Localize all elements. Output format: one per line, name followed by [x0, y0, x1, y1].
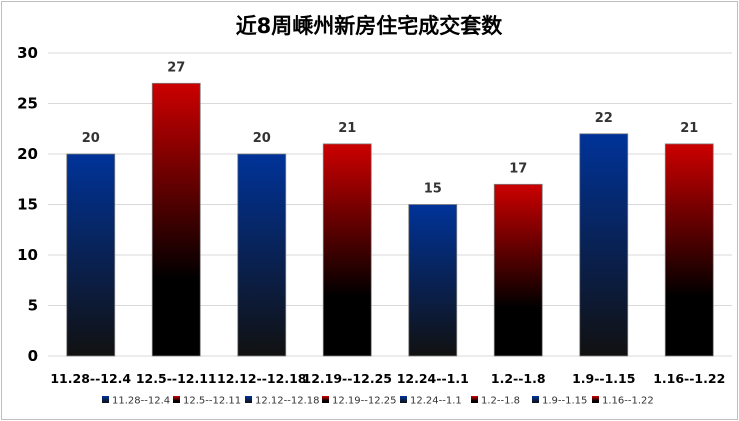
legend-swatch [471, 396, 478, 403]
value-label: 15 [424, 182, 442, 197]
legend-label: 12.12--12.18 [255, 396, 319, 407]
legend-swatch [173, 396, 180, 403]
y-tick-label: 30 [17, 44, 38, 62]
y-tick-label: 25 [17, 95, 38, 113]
x-category-label: 12.12--12.18 [217, 371, 306, 386]
bar [237, 153, 287, 357]
value-label: 22 [595, 111, 613, 126]
x-category-label: 12.24--1.1 [397, 371, 469, 386]
legend-label: 12.24--1.1 [410, 396, 462, 407]
bar [322, 143, 372, 357]
bar [408, 204, 458, 357]
bar [66, 153, 116, 357]
x-category-label: 1.9--1.15 [572, 371, 635, 386]
bar [493, 183, 543, 357]
legend-label: 11.28--12.4 [112, 396, 170, 407]
value-labels: 20 27 20 21 15 17 22 21 [82, 60, 699, 196]
legend-label: 1.2--1.8 [481, 396, 520, 407]
value-label: 20 [82, 131, 100, 146]
legend-swatch [245, 396, 252, 403]
x-category-label: 12.5--12.11 [136, 371, 217, 386]
y-tick-label: 10 [17, 246, 38, 264]
bar [579, 133, 629, 357]
value-label: 21 [680, 121, 698, 136]
x-category-label: 11.28--12.4 [50, 371, 131, 386]
legend-label: 12.5--12.11 [183, 396, 241, 407]
bars [66, 82, 714, 357]
grid-lines [48, 52, 732, 357]
value-label: 27 [167, 60, 185, 75]
bar [151, 82, 201, 357]
legend-swatch [532, 396, 539, 403]
y-tick-label: 15 [17, 196, 38, 214]
y-axis-ticks: 0 5 10 15 20 25 30 [17, 44, 38, 365]
legend-swatch [322, 396, 329, 403]
y-tick-label: 5 [28, 297, 38, 315]
legend-swatch [102, 396, 109, 403]
x-axis-categories: 11.28--12.4 12.5--12.11 12.12--12.1812.19-… [50, 371, 725, 386]
x-category-label: 1.16--1.22 [653, 371, 725, 386]
value-label: 20 [253, 131, 271, 146]
legend-label: 1.16--1.22 [602, 396, 654, 407]
y-tick-label: 20 [17, 145, 38, 163]
legend-label: 1.9--1.15 [542, 396, 587, 407]
value-label: 17 [509, 161, 527, 176]
chart-title: 近8周嵊州新房住宅成交套数 [236, 14, 504, 38]
value-label: 21 [338, 121, 356, 136]
x-category-label: 1.2--1.8 [491, 371, 546, 386]
legend: 11.28--12.4 12.5--12.11 12.12--12.18 12.19-… [102, 396, 654, 407]
legend-swatch [592, 396, 599, 403]
legend-label: 12.19--12.25 [332, 396, 396, 407]
bar [664, 143, 714, 357]
y-tick-label: 0 [28, 347, 38, 365]
legend-swatch [400, 396, 407, 403]
x-category-label: 12.19--12.25 [303, 371, 392, 386]
